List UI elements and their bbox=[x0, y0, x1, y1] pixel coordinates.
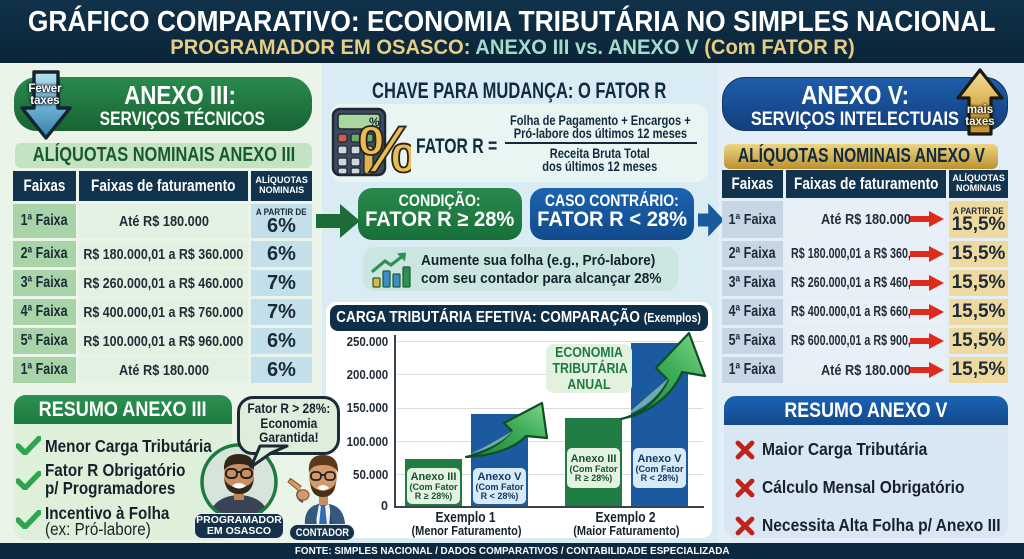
svg-text:%: % bbox=[369, 115, 380, 129]
svg-text:%: % bbox=[358, 112, 411, 179]
